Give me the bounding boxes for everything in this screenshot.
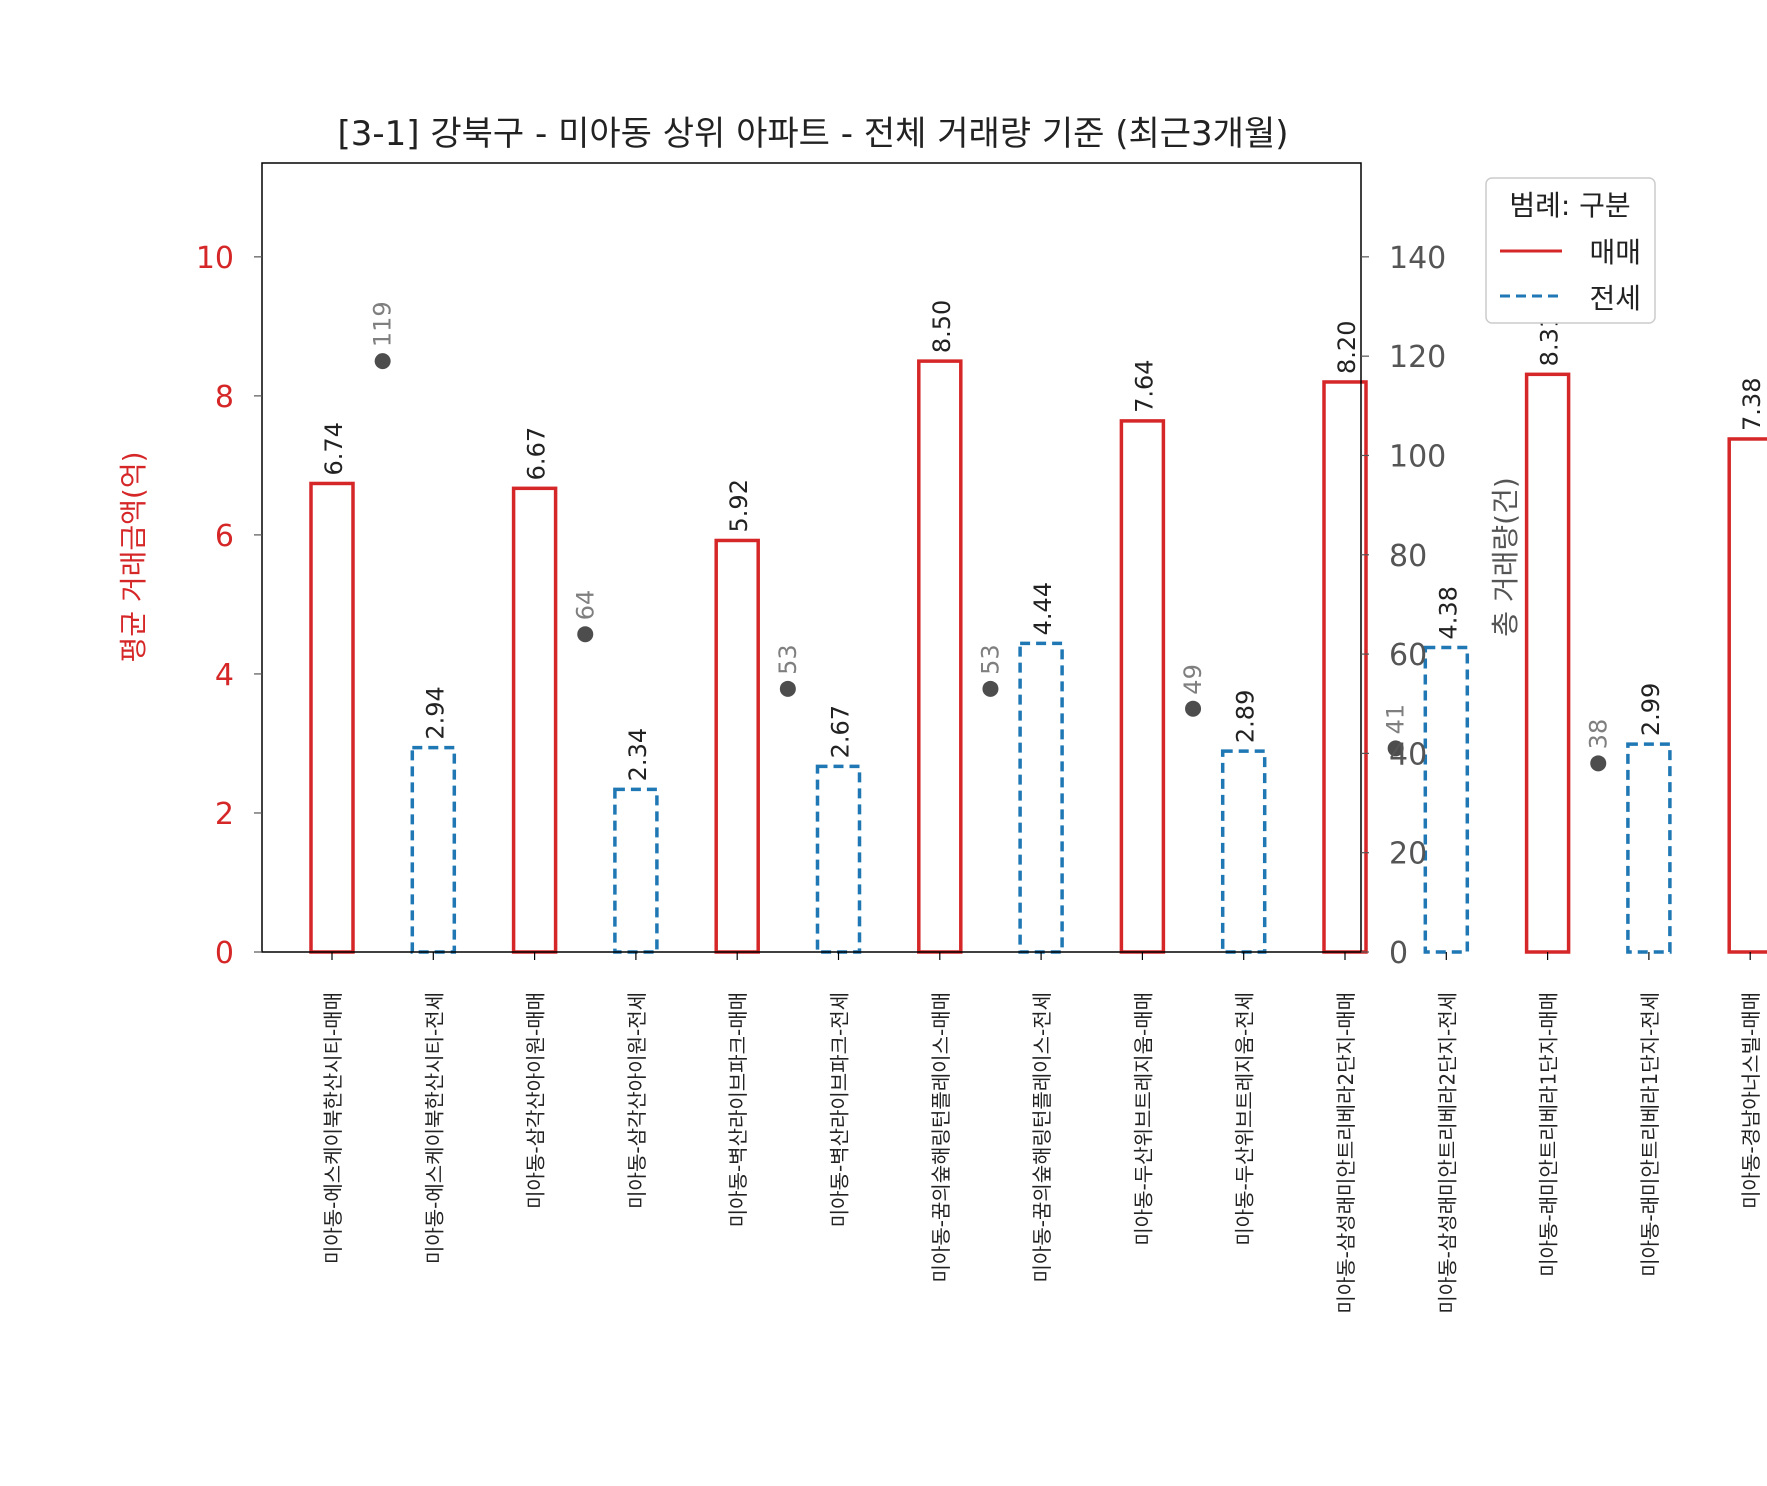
x-tick-label-10: 미아동-삼성래미안트리베라2단지-매매 [1334, 992, 1358, 1314]
bar-3 [613, 787, 659, 954]
bar-1 [410, 745, 457, 954]
bar-13 [1626, 742, 1672, 954]
y-right-tick-label-1: 20 [1389, 837, 1427, 872]
bar-value-label-2: 6.67 [523, 427, 551, 480]
volume-point-label-5: 41 [1382, 704, 1410, 735]
bars-layer: 6.74 2.94 6.67 2.34 5.92 2.67 8.50 4.44 7.64 2.89… [309, 300, 1767, 954]
x-tick-label-1: 미아동-에스케이북한산시티-전세 [422, 992, 446, 1264]
y-right-tick-label-5: 100 [1389, 439, 1446, 474]
bar-value-label-6: 8.50 [928, 300, 956, 353]
y-left-tick-label-3: 6 [215, 519, 234, 554]
volume-point-label-4: 49 [1179, 664, 1207, 695]
volume-point-4 [1185, 700, 1202, 717]
volume-point-5 [1387, 740, 1404, 757]
bar-value-label-0: 6.74 [320, 422, 348, 475]
legend: 범례: 구분 매매 전세 [1485, 177, 1656, 324]
x-tick-label-11: 미아동-삼성래미안트리베라2단지-전세 [1435, 992, 1459, 1314]
volume-point-label-6: 38 [1584, 719, 1612, 750]
bar-value-label-4: 5.92 [725, 479, 753, 532]
x-tick-label-2: 미아동-삼각산아이원-매매 [524, 992, 548, 1209]
x-tick-label-12: 미아동-래미안트리베라1단지-매매 [1537, 992, 1561, 1277]
bar-4 [714, 538, 760, 954]
volume-point-label-0: 119 [369, 301, 397, 347]
volume-point-0 [374, 353, 391, 370]
legend-box [1485, 177, 1656, 324]
bar-value-label-1: 2.94 [421, 686, 449, 739]
bar-6 [917, 359, 963, 954]
y-right-tick-label-6: 120 [1389, 340, 1446, 375]
y-right-tick-label-7: 140 [1389, 241, 1446, 276]
bar-14 [1727, 437, 1767, 954]
x-tick-label-9: 미아동-두산위브트레지움-전세 [1233, 992, 1257, 1246]
x-tick-label-0: 미아동-에스케이북한산시티-매매 [321, 992, 345, 1264]
x-tick-label-3: 미아동-삼각산아이원-전세 [625, 992, 649, 1209]
bar-8 [1119, 419, 1166, 954]
y-axis-right-label: 총 거래량(건) [1489, 477, 1522, 637]
bar-11 [1423, 645, 1470, 954]
volume-point-2 [779, 680, 796, 697]
bar-value-label-5: 2.67 [827, 705, 855, 758]
bar-value-label-13: 2.99 [1637, 683, 1665, 736]
y-left-tick-label-2: 4 [215, 658, 234, 693]
y-axis-left-label: 평균 거래금액(억) [117, 451, 150, 662]
y-axis-right: 0 20 40 60 80 100 120 140 [1361, 241, 1446, 971]
x-tick-label-14: 미아동-경남아너스빌-매매 [1739, 992, 1763, 1209]
bar-value-label-3: 2.34 [624, 728, 652, 781]
x-tick-label-8: 미아동-두산위브트레지움-매매 [1131, 992, 1155, 1246]
y-axis-left: 0 2 4 6 8 10 [196, 241, 262, 971]
bar-value-label-10: 8.20 [1333, 321, 1361, 374]
x-tick-label-6: 미아동-꿈의숲해링턴플레이스-매매 [929, 992, 953, 1282]
volume-point-label-2: 53 [774, 644, 802, 675]
volume-points-layer: 119645353494138242217 [369, 301, 1612, 772]
y-left-tick-label-1: 2 [215, 797, 234, 832]
bar-5 [815, 764, 862, 954]
bar-12 [1524, 372, 1571, 954]
volume-point-6 [1590, 755, 1607, 772]
y-left-tick-label-5: 10 [196, 241, 234, 276]
y-right-tick-label-2: 40 [1389, 737, 1427, 772]
x-tick-label-4: 미아동-벽산라이브파크-매매 [726, 992, 750, 1227]
bar-10 [1322, 380, 1368, 954]
volume-point-3 [982, 680, 999, 697]
volume-point-label-1: 64 [571, 590, 599, 621]
bar-0 [309, 481, 355, 954]
x-axis: 미아동-에스케이북한산시티-매매 미아동-에스케이북한산시티-전세 미아동-삼각산아… [321, 952, 1763, 1314]
legend-label-maemae: 매매 [1589, 236, 1641, 269]
plot-frame [261, 162, 1362, 953]
y-left-tick-label-0: 0 [215, 936, 234, 971]
bar-value-label-8: 7.64 [1130, 359, 1158, 412]
bar-9 [1220, 749, 1267, 954]
x-tick-label-7: 미아동-꿈의숲해링턴플레이스-전세 [1030, 992, 1054, 1282]
y-right-tick-label-4: 80 [1389, 539, 1427, 574]
bar-value-label-14: 7.38 [1738, 378, 1766, 431]
legend-title: 범례: 구분 [1509, 189, 1630, 222]
y-right-tick-label-3: 60 [1389, 638, 1427, 673]
y-left-tick-label-4: 8 [215, 380, 234, 415]
y-right-tick-label-0: 0 [1389, 936, 1408, 971]
bar-value-label-7: 4.44 [1029, 582, 1057, 635]
bar-value-label-11: 4.38 [1434, 586, 1462, 639]
bar-2 [511, 486, 558, 954]
x-tick-label-5: 미아동-벽산라이브파크-전세 [828, 992, 852, 1227]
volume-point-label-3: 53 [976, 644, 1004, 675]
bar-7 [1018, 641, 1064, 954]
legend-label-jeonse: 전세 [1589, 282, 1641, 315]
volume-point-1 [577, 626, 594, 643]
bar-value-label-9: 2.89 [1232, 690, 1260, 743]
x-tick-label-13: 미아동-래미안트리베라1단지-전세 [1638, 992, 1662, 1277]
chart-title: [3-1] 강북구 - 미아동 상위 아파트 - 전체 거래량 기준 (최근3개… [338, 114, 1289, 154]
